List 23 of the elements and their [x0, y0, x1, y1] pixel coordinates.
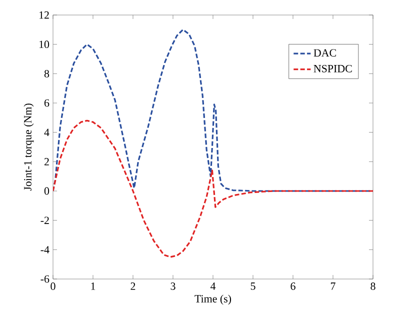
y-tick-label: -2: [40, 216, 49, 224]
x-tick-label: 3: [170, 282, 176, 290]
y-axis-title: Joint-1 torque (Nm): [24, 104, 34, 191]
x-tick-label: 5: [250, 282, 256, 290]
x-tick-label: 6: [290, 282, 296, 290]
legend-label: DAC: [314, 49, 336, 57]
x-tick-label: 1: [91, 282, 96, 290]
x-tick-label: 4: [210, 282, 216, 290]
x-tick-label: 7: [330, 282, 336, 290]
y-tick-label: -6: [40, 275, 50, 283]
y-tick-label: 8: [44, 70, 50, 78]
x-tick-label: 2: [130, 282, 136, 290]
y-tick-label: 6: [44, 99, 50, 107]
y-tick-label: 4: [44, 128, 50, 136]
y-tick-label: 10: [39, 40, 50, 48]
y-tick-label: 0: [44, 187, 50, 195]
y-tick-label: -4: [40, 246, 50, 254]
x-tick-label: 0: [50, 282, 56, 290]
y-tick-label: 12: [39, 11, 49, 19]
x-tick-label: 8: [370, 282, 376, 290]
y-tick-label: 2: [44, 158, 49, 166]
x-axis-title: Time (s): [194, 294, 232, 305]
legend-label: NSPIDC: [314, 64, 352, 72]
